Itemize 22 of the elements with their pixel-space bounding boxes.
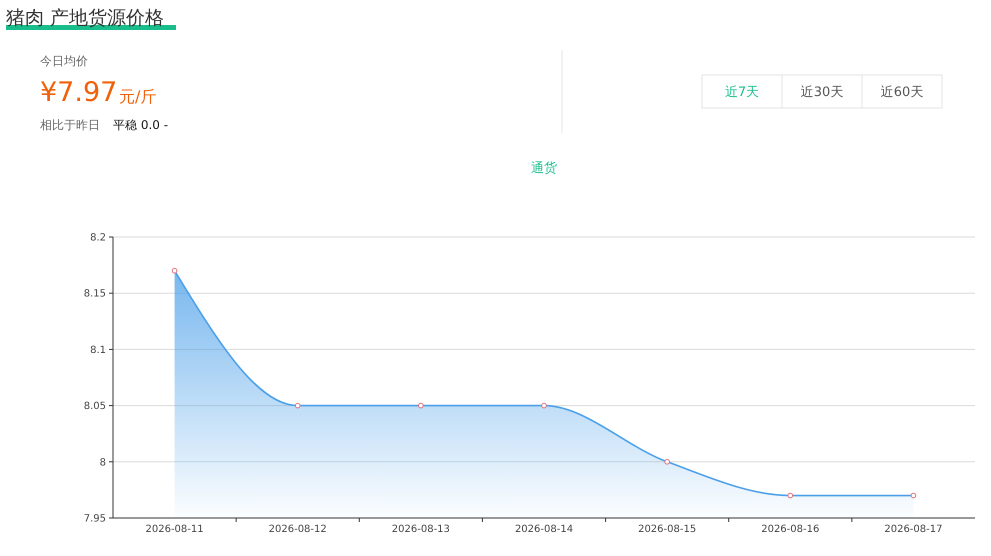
text: 平稳 0.0 - <box>113 118 168 132</box>
x-tick-label: 2026-08-14 <box>514 524 574 535</box>
text: 今日均价 <box>40 54 88 68</box>
x-tick-label: 2026-08-13 <box>392 524 450 535</box>
x-tick-label: 2026-08-16 <box>761 524 820 535</box>
text: 元/斤 <box>119 87 156 106</box>
y-tick-label: 8.05 <box>84 401 106 412</box>
y-tick-label: 8.15 <box>84 288 106 300</box>
period-button[interactable]: 近30天 <box>782 74 862 108</box>
period-button[interactable]: 近60天 <box>862 74 942 108</box>
x-tick-label: 2026-08-11 <box>146 524 204 535</box>
chart-subtitle: 通货 <box>531 161 557 176</box>
y-tick-label: 7.95 <box>84 514 106 524</box>
x-tick-label: 2026-08-17 <box>884 524 942 535</box>
y-tick-label: 8.2 <box>90 232 106 244</box>
chart-title: 猪肉 产地货源价格 <box>6 7 164 29</box>
y-tick-label: 8 <box>100 457 106 468</box>
y-tick-label: 8.1 <box>90 344 106 356</box>
x-tick-label: 2026-08-15 <box>638 524 696 535</box>
text: ¥7.97 <box>40 77 118 108</box>
x-tick-label: 2026-08-12 <box>268 524 327 535</box>
text: 相比于昨日 <box>40 118 100 132</box>
